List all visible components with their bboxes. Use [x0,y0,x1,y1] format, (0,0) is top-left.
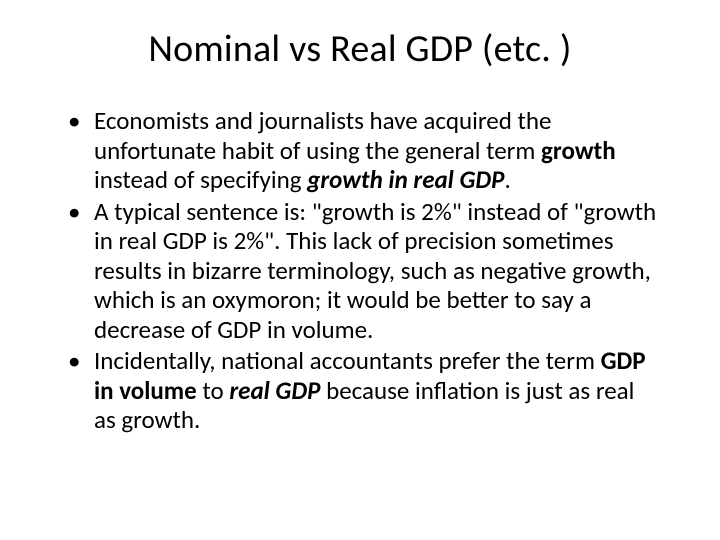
slide-title: Nominal vs Real GDP (etc. ) [50,26,670,72]
text-run: growth in real GDP [307,164,504,195]
bullet-list: Economists and journalists have acquired… [50,106,670,435]
text-run: to [197,375,230,406]
slide: Nominal vs Real GDP (etc. ) Economists a… [0,0,720,540]
bullet-item: Economists and journalists have acquired… [68,106,660,195]
text-run: instead of specifying [94,164,307,195]
text-run: real GDP [229,375,320,406]
text-run: Economists and journalists have acquired… [94,105,551,166]
text-run: A typical sentence is: "growth is 2%" in… [94,196,656,345]
bullet-item: Incidentally, national accountants prefe… [68,346,660,435]
text-run: . [504,164,510,195]
bullet-item: A typical sentence is: "growth is 2%" in… [68,197,660,345]
text-run: Incidentally, national accountants prefe… [94,345,601,376]
text-run: growth [541,135,616,166]
